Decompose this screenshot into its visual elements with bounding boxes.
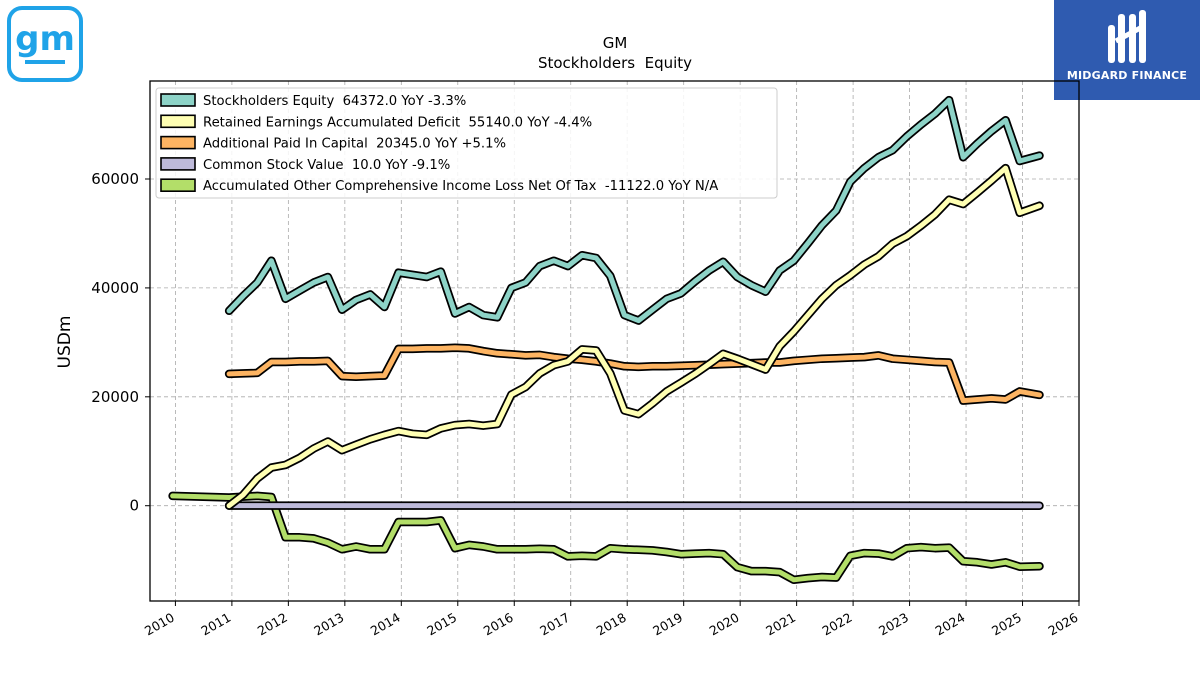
x-tick-label: 2020 (707, 610, 742, 639)
chart-title: GM (603, 34, 628, 52)
midgard-emblem-icon (1108, 10, 1146, 63)
series-stroke (226, 97, 1042, 324)
x-tick-label: 2016 (481, 610, 516, 639)
x-tick-label: 2022 (820, 610, 855, 639)
x-tick-label: 2019 (650, 610, 685, 639)
x-tick-label: 2021 (763, 610, 798, 639)
legend: Stockholders Equity 64372.0 YoY -3.3% Ret… (155, 87, 778, 199)
x-tick-label: 2010 (142, 610, 177, 639)
x-tick-label: 2017 (537, 610, 572, 639)
legend-swatch (160, 114, 196, 129)
legend-label: Retained Earnings Accumulated Deficit 55… (203, 115, 592, 130)
x-tick-label: 2012 (255, 610, 290, 639)
legend-swatch (160, 135, 196, 150)
series-line-3 (224, 343, 1044, 405)
x-tick-label: 2018 (594, 610, 629, 639)
x-tick-label: 2024 (933, 610, 968, 639)
series-outline (224, 163, 1044, 510)
y-tick-label: 40000 (91, 279, 139, 297)
x-tick-label: 2025 (989, 610, 1024, 639)
series-line-2 (224, 163, 1044, 510)
midgard-finance-wordmark: MIDGARD FINANCE (1066, 69, 1188, 82)
x-tick-label: 2023 (876, 610, 911, 639)
y-axis-label: USDm (55, 316, 75, 369)
x-tick-label: 2011 (198, 610, 233, 639)
y-tick-label: 0 (129, 497, 139, 515)
series-stroke (226, 345, 1042, 404)
legend-swatch (160, 178, 196, 192)
x-tick-label: 2013 (311, 610, 346, 639)
x-tick-label: 2015 (424, 610, 459, 639)
legend-swatch (160, 157, 196, 171)
y-tick-label: 60000 (91, 170, 139, 188)
series-line-1 (224, 95, 1044, 325)
series-lines (168, 95, 1044, 585)
series-line-5 (168, 491, 1044, 585)
legend-swatch (160, 93, 196, 107)
x-tick-label: 2014 (368, 610, 403, 639)
gm-logo-underline (25, 60, 65, 64)
gm-logo: gm (7, 6, 83, 82)
midgard-finance-logo: MIDGARD FINANCE (1054, 0, 1200, 100)
y-tick-label: 20000 (91, 388, 139, 406)
legend-label: Accumulated Other Comprehensive Income L… (203, 179, 718, 194)
gm-logo-text: gm (15, 19, 75, 59)
axis-ticks: 2010 2011 2012 2013 2014 2015 2016 2017 2018 2019… (91, 170, 1080, 638)
series-stroke (170, 493, 1042, 583)
x-tick-label: 2026 (1045, 610, 1080, 639)
series-stroke (226, 165, 1042, 509)
chart-subtitle: Stockholders Equity (538, 54, 692, 72)
legend-box (155, 87, 778, 199)
legend-label: Common Stock Value 10.0 YoY -9.1% (203, 158, 450, 173)
plot-frame (149, 80, 1080, 602)
legend-label: Additional Paid In Capital 20345.0 YoY +… (203, 137, 506, 152)
legend-label: Stockholders Equity 64372.0 YoY -3.3% (203, 94, 466, 109)
